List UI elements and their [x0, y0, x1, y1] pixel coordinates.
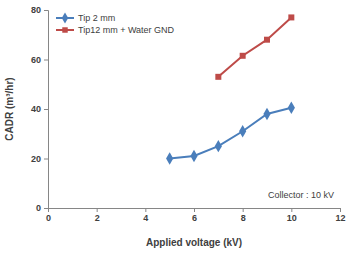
tick-mark [340, 208, 341, 212]
plot-area: 0 2 4 6 8 10 12 0 20 40 60 80 Tip 2 mm Tip12 mm + Wat… [31, 5, 346, 223]
tick-label: 60 [31, 55, 41, 65]
tick: 20 [31, 154, 48, 164]
tick-mark [194, 208, 195, 212]
y-axis-title: CADR (m³/hr) [4, 77, 15, 140]
tick-mark [145, 208, 146, 212]
tick: 80 [31, 5, 48, 15]
x-axis-title: Applied voltage (kV) [146, 237, 242, 248]
tick: 6 [192, 208, 197, 223]
series-marker [215, 74, 221, 80]
series-marker [288, 102, 295, 114]
tick-mark [291, 208, 292, 212]
tick-label: 6 [192, 213, 197, 223]
tick-label: 0 [36, 203, 41, 213]
tick: 0 [36, 203, 48, 213]
tick-label: 40 [31, 104, 41, 114]
series-line [170, 108, 292, 159]
tick: 4 [143, 208, 148, 223]
tick-label: 2 [95, 213, 100, 223]
tick-label: 10 [287, 213, 297, 223]
series-marker [166, 152, 173, 164]
tick-label: 4 [143, 213, 148, 223]
series-marker [263, 108, 270, 120]
tick-mark [97, 208, 98, 212]
axis-line [49, 209, 341, 213]
series-marker [240, 53, 246, 59]
tick-mark [243, 208, 244, 212]
legend: Tip 2 mm Tip12 mm + Water GND [56, 12, 175, 35]
y-axis: 0 20 40 60 80 [31, 5, 49, 213]
axis-line [44, 11, 49, 209]
tick: 2 [95, 208, 100, 223]
series-marker [190, 150, 197, 162]
tick: 40 [31, 104, 48, 114]
tick-mark [44, 10, 48, 11]
legend-marker [62, 12, 68, 23]
series-line [218, 17, 291, 76]
tick: 10 [287, 208, 297, 223]
tick-mark [44, 60, 48, 61]
tick: 12 [335, 208, 345, 223]
legend-entry: Tip12 mm + Water GND [56, 25, 175, 35]
chart-svg: 0 2 4 6 8 10 12 0 20 40 60 80 Tip 2 mm Tip12 mm + Wat… [0, 0, 358, 254]
legend-label: Tip12 mm + Water GND [78, 25, 175, 35]
series-marker [239, 125, 246, 137]
x-axis: 0 2 4 6 8 10 12 [46, 208, 346, 223]
series-marker [288, 14, 294, 20]
legend-entry: Tip 2 mm [56, 12, 115, 23]
tick: 0 [46, 208, 51, 223]
tick-mark [44, 208, 48, 209]
tick-label: 80 [31, 5, 41, 15]
tick-label: 0 [46, 213, 51, 223]
chart-container: 0 2 4 6 8 10 12 0 20 40 60 80 Tip 2 mm Tip12 mm + Wat… [0, 0, 358, 254]
tick-label: 20 [31, 154, 41, 164]
tick-mark [44, 109, 48, 110]
annotation: Collector : 10 kV [268, 190, 334, 200]
tick: 8 [241, 208, 246, 223]
marks [166, 14, 295, 164]
tick: 60 [31, 55, 48, 65]
tick-mark [44, 159, 48, 160]
series-marker [215, 140, 222, 152]
tick-label: 12 [335, 213, 345, 223]
legend-marker [62, 27, 67, 32]
series-marker [264, 37, 270, 43]
tick-label: 8 [241, 213, 246, 223]
legend-label: Tip 2 mm [78, 13, 115, 23]
